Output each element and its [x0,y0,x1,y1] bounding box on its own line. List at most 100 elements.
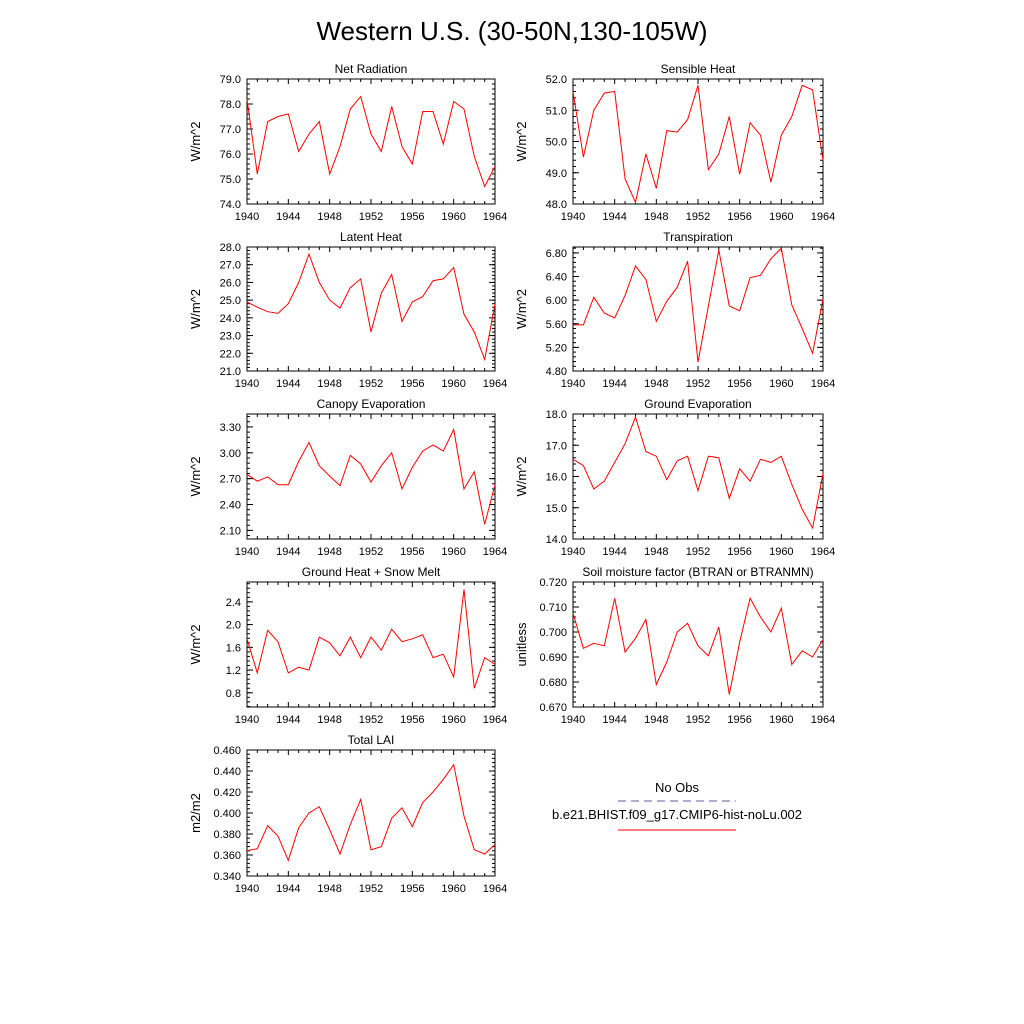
y-tick-label: 3.00 [220,448,241,460]
x-tick-label: 1944 [602,378,626,390]
x-tick-label: 1940 [235,546,259,558]
panel-title: Latent Heat [340,230,403,244]
x-tick-label: 1960 [441,378,465,390]
x-tick-label: 1944 [276,714,300,726]
y-tick-label: 21.0 [220,366,241,378]
series-line [246,763,496,862]
y-axis-label: W/m^2 [188,456,203,496]
series-line [572,415,824,530]
y-tick-label: 4.80 [546,366,567,378]
y-tick-label: 48.0 [546,199,567,211]
y-tick-label: 16.0 [546,472,567,484]
x-tick-label: 1956 [727,211,751,223]
y-tick-label: 0.680 [539,677,567,689]
y-tick-label: 15.0 [546,503,567,515]
y-tick-label: 1.2 [226,665,241,677]
y-tick-label: 0.340 [213,871,241,883]
x-tick-label: 1940 [235,378,259,390]
x-tick-label: 1964 [811,211,835,223]
y-tick-label: 77.0 [220,124,241,136]
panel-title: Sensible Heat [661,62,736,76]
chart-panels: Net Radiation W/m^2 1940 1944 1948 1952 1956 19… [188,62,835,895]
y-tick-label: 5.60 [546,319,567,331]
chart-panel: Sensible Heat W/m^2 1940 1944 1948 1952 1956 19… [514,62,835,223]
y-tick-label: 75.0 [220,174,241,186]
y-tick-label: 49.0 [546,168,567,180]
y-tick-label: 2.70 [220,474,241,486]
x-tick-label: 1956 [400,378,424,390]
x-tick-label: 1948 [644,714,668,726]
y-tick-label: 0.8 [226,688,241,700]
plot-frame [246,246,496,372]
x-tick-label: 1948 [317,883,341,895]
y-tick-label: 27.0 [220,260,241,272]
x-tick-label: 1940 [235,883,259,895]
x-tick-label: 1964 [811,546,835,558]
y-tick-label: 0.460 [213,745,241,757]
x-tick-label: 1964 [483,211,507,223]
y-tick-label: 26.0 [220,277,241,289]
panel-title: Ground Evaporation [644,397,751,411]
y-tick-label: 0.720 [539,577,567,589]
y-axis-label: m2/m2 [188,793,203,833]
y-tick-label: 0.440 [213,766,241,778]
y-axis-label: W/m^2 [188,289,203,329]
y-tick-label: 5.20 [546,342,567,354]
x-tick-label: 1944 [602,714,626,726]
x-tick-label: 1964 [483,546,507,558]
y-tick-label: 79.0 [220,74,241,86]
x-tick-label: 1960 [441,211,465,223]
series-line [246,589,496,689]
x-tick-label: 1940 [561,211,585,223]
x-tick-label: 1944 [602,211,626,223]
x-tick-label: 1944 [602,546,626,558]
series-line [572,84,824,205]
figure-title: Western U.S. (30-50N,130-105W) [316,16,707,46]
plot-frame [246,78,496,205]
chart-panel: Latent Heat W/m^2 1940 1944 1948 1952 1956 1960… [188,230,507,390]
series-line [246,427,496,525]
panel-title: Ground Heat + Snow Melt [302,565,441,579]
x-tick-label: 1952 [359,883,383,895]
plot-frame [246,413,496,540]
y-tick-label: 0.420 [213,787,241,799]
x-tick-label: 1964 [811,714,835,726]
x-tick-label: 1952 [686,714,710,726]
chart-panel: Soil moisture factor (BTRAN or BTRANMN) u… [514,565,835,726]
y-tick-label: 0.690 [539,652,567,664]
plot-frame [572,413,824,540]
panel-title: Net Radiation [335,62,408,76]
x-tick-label: 1948 [644,378,668,390]
x-tick-label: 1956 [400,714,424,726]
y-tick-label: 23.0 [220,331,241,343]
x-tick-label: 1956 [400,211,424,223]
y-tick-label: 2.0 [226,620,241,632]
x-tick-label: 1964 [811,378,835,390]
x-tick-label: 1960 [769,714,793,726]
x-tick-label: 1956 [727,714,751,726]
y-tick-label: 0.360 [213,850,241,862]
plot-frame [572,581,824,708]
y-tick-label: 0.700 [539,627,567,639]
x-tick-label: 1944 [276,546,300,558]
legend-obs-label: No Obs [655,780,700,795]
legend-model-label: b.e21.BHIST.f09_g17.CMIP6-hist-noLu.002 [552,807,802,822]
chart-panel: Total LAI m2/m2 1940 1944 1948 1952 1956 1960 19… [188,733,507,895]
x-tick-label: 1948 [644,211,668,223]
series-line [572,596,824,695]
x-tick-label: 1948 [317,378,341,390]
x-tick-label: 1952 [686,211,710,223]
y-tick-label: 3.30 [220,422,241,434]
x-tick-label: 1940 [561,378,585,390]
x-tick-label: 1960 [441,546,465,558]
chart-panel: Ground Heat + Snow Melt W/m^2 1940 1944 1948… [188,565,507,726]
panel-title: Transpiration [663,230,733,244]
y-tick-label: 6.40 [546,272,567,284]
y-tick-label: 25.0 [220,295,241,307]
y-axis-label: unitless [514,622,529,667]
chart-panel: Canopy Evaporation W/m^2 1940 1944 1948 1952 1… [188,397,507,558]
series-line [246,95,496,188]
x-tick-label: 1956 [400,546,424,558]
y-tick-label: 6.00 [546,295,567,307]
x-tick-label: 1952 [686,378,710,390]
